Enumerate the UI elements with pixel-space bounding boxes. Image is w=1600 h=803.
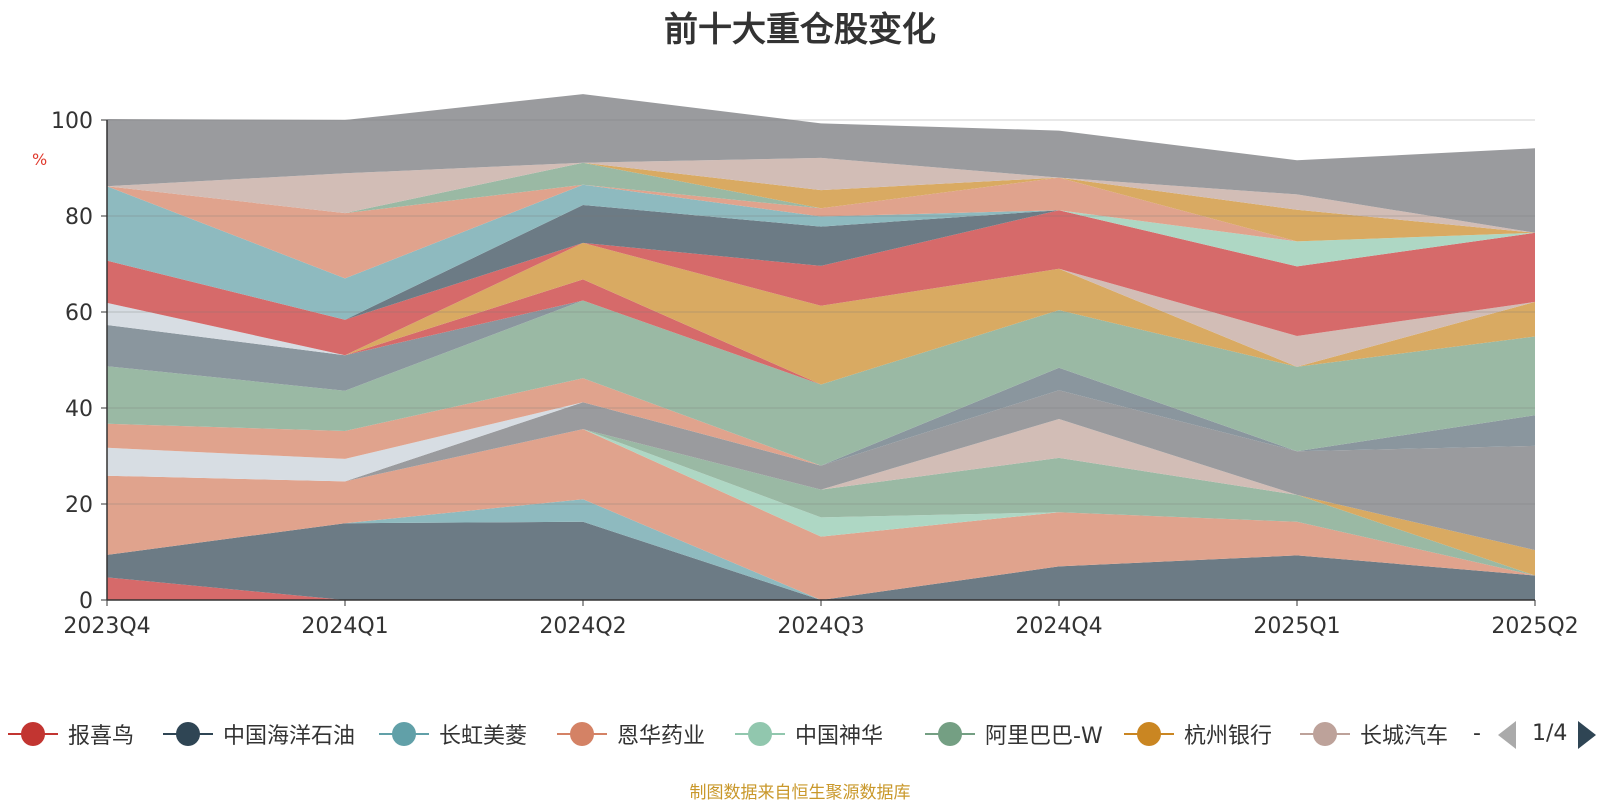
- legend-swatch-icon: [8, 721, 58, 747]
- legend-item-label: 长城汽车: [1360, 724, 1449, 749]
- legend-item[interactable]: 报喜鸟: [8, 716, 134, 752]
- legend-item[interactable]: 杭州银行: [1124, 716, 1272, 752]
- area-series-7: [107, 419, 1535, 551]
- legend: - 1/4 报喜鸟 中国海洋石油 长虹美菱 恩华药业 中国神华 阿里巴巴-W 杭州银行 长城汽…: [0, 716, 1600, 756]
- legend-item-label: 阿里巴巴-W: [985, 724, 1103, 749]
- legend-item-label: 长虹美菱: [439, 724, 528, 749]
- area-series-5: [107, 429, 1535, 576]
- legend-item[interactable]: 中国海洋石油: [163, 716, 355, 752]
- x-tick-label: 2024Q2: [539, 614, 626, 639]
- area-series-24: [107, 162, 1535, 242]
- area-series-12: [107, 300, 1535, 466]
- x-tick-label: 2023Q4: [63, 614, 150, 639]
- legend-swatch-icon: [1300, 721, 1350, 747]
- area-series-25: [107, 157, 1535, 233]
- area-series-layer: [107, 94, 1535, 600]
- y-tick-label: 60: [65, 301, 93, 326]
- legend-swatch-icon: [925, 721, 975, 747]
- legend-item[interactable]: 中国神华: [735, 716, 883, 752]
- legend-ellipsis: -: [1473, 721, 1481, 746]
- legend-item-label: 杭州银行: [1184, 724, 1273, 749]
- x-tick-label: 2024Q3: [777, 614, 864, 639]
- area-series-26: [107, 94, 1535, 233]
- x-tick-label: 2025Q1: [1253, 614, 1340, 639]
- x-tick-label: 2025Q2: [1491, 614, 1578, 639]
- legend-swatch-icon: [163, 721, 213, 747]
- legend-next-page-icon[interactable]: [1578, 721, 1596, 749]
- axis-layer: 0 20 40 60 80 100 2023Q4 2024Q1 2024Q2 2024Q3 2024…: [51, 109, 1579, 639]
- source-note: 制图数据来自恒生聚源数据库: [689, 783, 911, 803]
- legend-item-label: 报喜鸟: [68, 724, 135, 749]
- area-series-3: [107, 429, 1535, 600]
- legend-item-label: 中国神华: [795, 724, 884, 749]
- y-tick-label: 20: [65, 493, 93, 518]
- area-series-19: [107, 205, 1535, 320]
- legend-item[interactable]: 长城汽车: [1300, 716, 1448, 752]
- y-tick-label: 40: [65, 397, 93, 422]
- y-tick-label: 0: [79, 589, 93, 614]
- legend-item[interactable]: 长虹美菱: [379, 716, 527, 752]
- area-series-18: [107, 210, 1535, 356]
- legend-swatch-icon: [557, 721, 607, 747]
- area-series-16: [107, 242, 1535, 385]
- legend-page-indicator: 1/4: [1532, 721, 1568, 746]
- x-tick-label: 2024Q1: [301, 614, 388, 639]
- y-axis-unit-label: %: [32, 150, 48, 169]
- area-series-8: [107, 390, 1535, 551]
- y-tick-label: 80: [65, 205, 93, 230]
- area-series-0: [107, 577, 1535, 600]
- chart-title: 前十大重仓股变化: [664, 10, 936, 50]
- legend-item[interactable]: 阿里巴巴-W: [925, 716, 1103, 752]
- x-tick-label: 2024Q4: [1015, 614, 1102, 639]
- legend-swatch-icon: [1124, 721, 1174, 747]
- legend-item-label: 恩华药业: [617, 724, 706, 749]
- area-series-22: [107, 177, 1535, 279]
- legend-item[interactable]: 恩华药业: [557, 716, 705, 752]
- legend-prev-page-icon[interactable]: [1498, 721, 1516, 749]
- legend-item-label: 中国海洋石油: [223, 724, 356, 749]
- area-series-13: [107, 300, 1535, 391]
- area-series-1: [107, 521, 1535, 600]
- legend-swatch-icon: [735, 721, 785, 747]
- legend-swatch-icon: [379, 721, 429, 747]
- area-series-10: [107, 367, 1535, 482]
- y-tick-label: 100: [51, 109, 93, 134]
